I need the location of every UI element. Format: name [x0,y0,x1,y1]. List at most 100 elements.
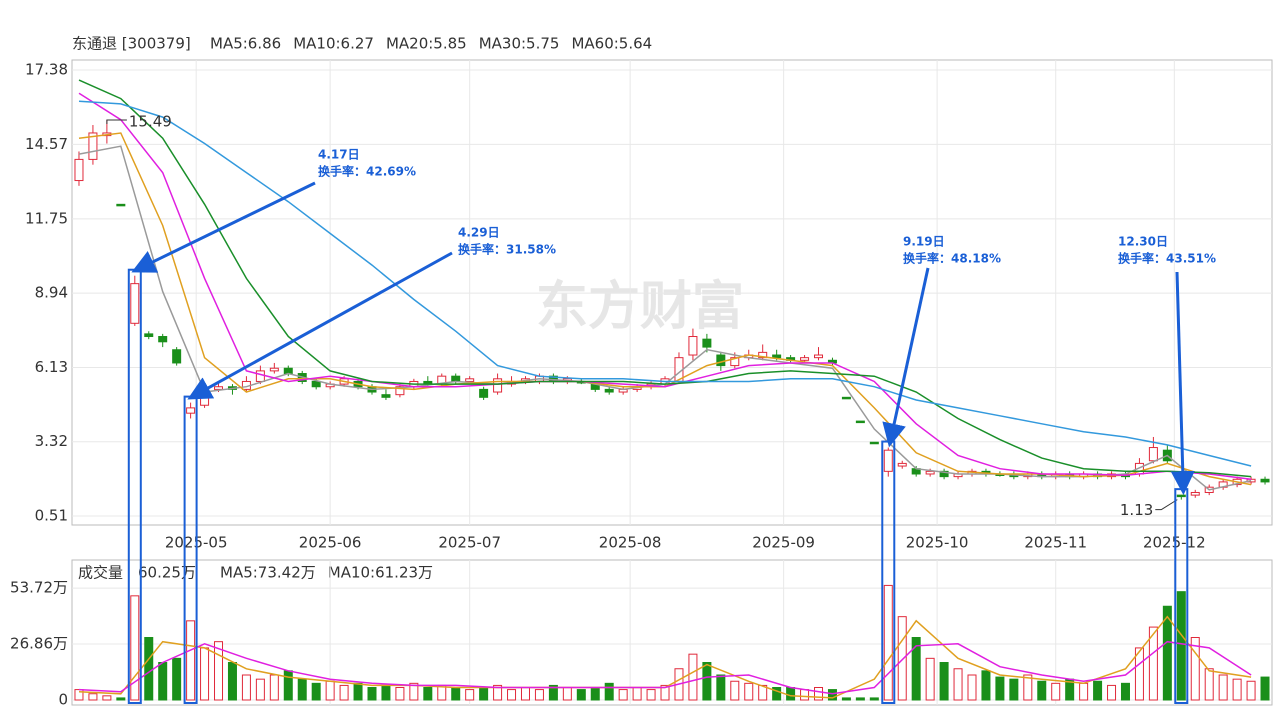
volume-current: 60.25万 [138,564,196,582]
annotation-rate: 换手率：48.18% [903,251,1001,266]
volume-bar [646,689,656,701]
candle-body [451,375,461,382]
volume-bar [772,687,782,701]
volume-bar [1120,682,1130,701]
volume-bar [562,687,572,701]
candle-body [855,420,865,424]
volume-bar [534,689,544,701]
volume-bar [897,616,907,701]
candle-body [144,333,154,338]
x-tick-label: 2025-09 [752,534,815,552]
volume-bar [255,678,265,701]
price-plot-frame [71,59,1273,526]
candle-body [88,132,98,160]
y-tick-label: 3.32 [35,432,68,450]
legend-entry: MA5:6.86 [210,35,281,53]
candle-body [116,203,126,207]
ma-line [78,100,1252,467]
volume-bar [1176,591,1186,701]
max-label: 15.49 [129,113,172,131]
candle-body [130,283,140,324]
volume-bar [1162,605,1172,701]
volume-bar [1023,674,1033,701]
volume-bar [911,637,921,701]
volume-bar [1079,682,1089,701]
volume-bar [660,684,670,701]
candle-body [172,349,182,364]
candle-body [1148,447,1158,462]
volume-bar [730,680,740,701]
annotation-rate: 换手率：31.58% [458,242,556,257]
volume-bar [395,687,405,701]
candle-body [1260,478,1270,483]
annotation-rate: 换手率：42.69% [318,164,416,179]
volume-bar [548,684,558,701]
volume-bar [367,687,377,701]
volume-bar [520,687,530,701]
legend-entry: MA10:6.27 [293,35,374,53]
chart-title: 东通退 [300379] [72,35,191,53]
volume-bar [269,674,279,701]
volume-bar [1190,637,1200,701]
x-tick-label: 2025-08 [599,534,662,552]
volume-bar [967,674,977,701]
volume-bar [925,657,935,701]
y-tick-label: 6.13 [35,358,68,376]
volume-y-tick-label: 53.72万 [10,579,68,597]
candle-body [493,378,503,393]
min-label: 1.13 [1120,501,1153,519]
y-tick-label: 0.51 [35,507,68,525]
volume-bar [1246,680,1256,701]
candle-body [730,357,740,367]
volume-bar [200,647,210,701]
volume-bar [102,695,112,701]
volume-bar [939,662,949,701]
volume-bar [227,662,237,701]
volume-bar [116,697,126,701]
candle-body [702,338,712,348]
candle-body [269,367,279,372]
candle-body [772,354,782,359]
legend-entry: MA10:61.23万 [328,564,433,582]
volume-bar [716,674,726,701]
volume-ma-line [78,640,1252,695]
volume-bar [1037,680,1047,701]
volume-bar [800,689,810,701]
volume-plot-frame [71,559,1273,706]
volume-bar [130,595,140,701]
candle-body [158,336,168,343]
volume-bar [325,680,335,701]
volume-bar [1093,680,1103,701]
annotation-rate: 换手率：43.51% [1118,251,1216,266]
volume-bar [186,620,196,701]
volume-bar [88,693,98,701]
volume-bar [493,684,503,701]
volume-bar [786,687,796,701]
candle-body [395,386,405,396]
volume-bar [172,657,182,701]
volume-bar [423,687,433,701]
annotation-date: 4.29日 [458,226,500,240]
volume-bar [311,682,321,701]
volume-bar [1107,684,1117,701]
candle-body [716,354,726,367]
candle-body [925,470,935,475]
volume-bar [841,697,851,701]
x-tick-label: 2025-06 [299,534,362,552]
volume-bar [1134,647,1144,701]
volume-bar [297,678,307,701]
candle-body [758,351,768,359]
y-tick-label: 8.94 [35,284,68,302]
legend-entry: MA30:5.75 [479,35,560,53]
volume-bar [590,687,600,701]
candle-body [479,388,489,398]
y-tick-label: 17.38 [25,61,68,79]
volume-legend: 成交量 60.25万 MA5:73.42万 MA10:61.23万 [78,564,433,582]
volume-bar [158,662,168,701]
volume-bar [339,684,349,701]
candle-body [883,449,893,472]
y-tick-label: 14.57 [25,135,68,153]
x-tick-label: 2025-11 [1024,534,1087,552]
volume-bar [576,689,586,701]
